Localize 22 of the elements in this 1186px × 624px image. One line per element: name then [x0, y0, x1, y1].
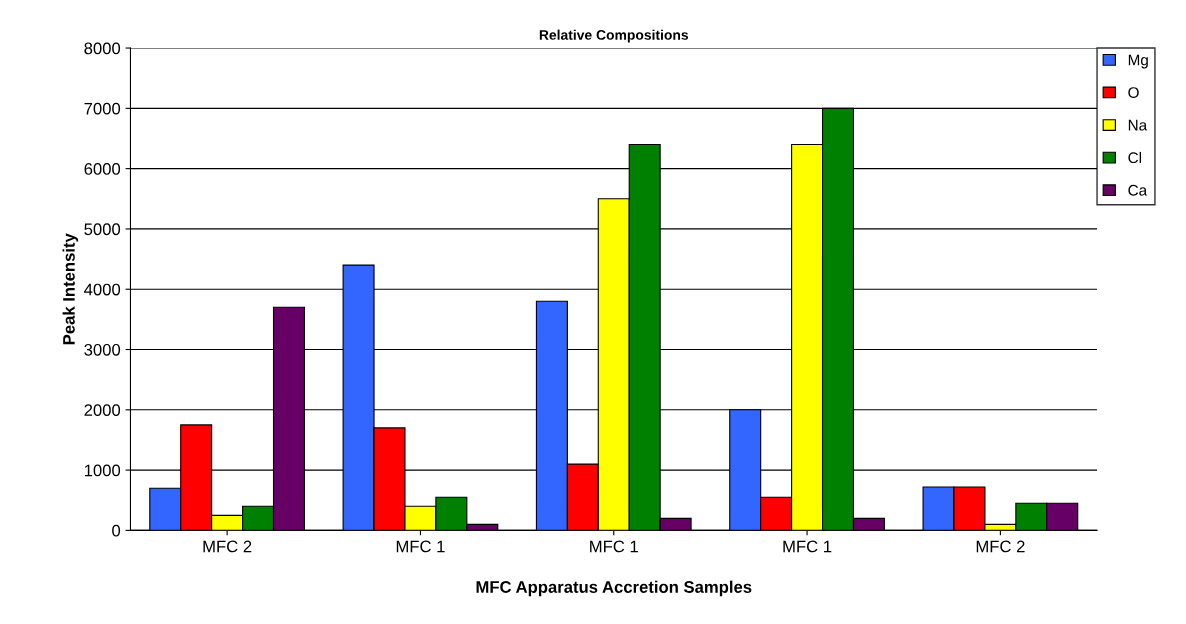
legend-label: Cl — [1128, 151, 1142, 164]
legend-label: Ca — [1128, 184, 1148, 196]
y-tick-label: 4000 — [84, 283, 121, 296]
x-tick-label: MFC 1 — [396, 540, 445, 553]
x-tick-label: MFC 2 — [203, 540, 252, 553]
y-tick-label: 0 — [112, 524, 121, 537]
legend-label: Na — [1128, 119, 1148, 131]
x-tick-label: MFC 1 — [783, 540, 832, 553]
y-tick-label: 3000 — [84, 343, 121, 356]
y-tick-label: 7000 — [84, 102, 121, 115]
y-axis-title: Peak Intensity — [62, 233, 79, 345]
y-tick-label: 8000 — [84, 42, 121, 55]
x-tick-label: MFC 2 — [976, 540, 1025, 553]
chart-title: Relative Compositions — [539, 29, 689, 43]
legend-label: Mg — [1128, 54, 1148, 69]
x-axis-title: MFC Apparatus Accretion Samples — [476, 580, 752, 597]
x-tick-label: MFC 1 — [590, 540, 638, 553]
y-tick-label: 6000 — [84, 163, 121, 175]
y-tick-label: 5000 — [84, 223, 121, 236]
y-tick-label: 2000 — [84, 404, 121, 417]
y-tick-label: 1000 — [84, 464, 121, 477]
legend-label: O — [1128, 87, 1139, 98]
